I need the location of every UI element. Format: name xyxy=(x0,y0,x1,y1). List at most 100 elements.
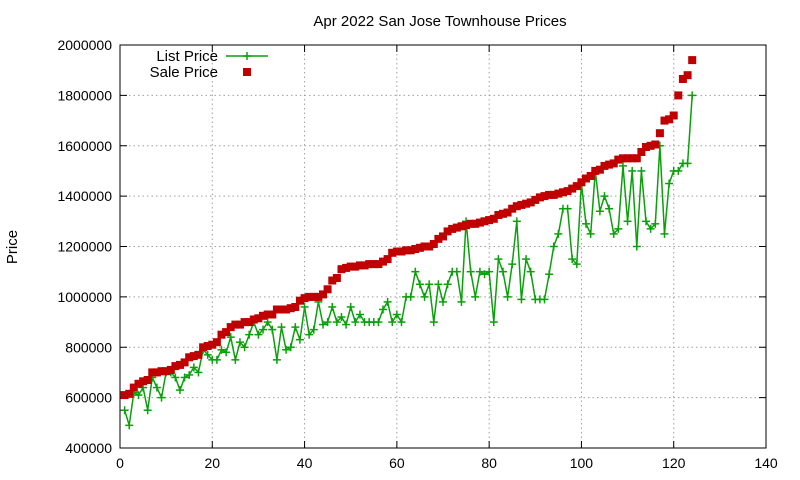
data-point-list-price xyxy=(143,406,152,415)
data-point-list-price xyxy=(268,325,277,334)
data-point-sale-price xyxy=(642,143,650,151)
plot-series xyxy=(120,56,697,430)
data-point-sale-price xyxy=(360,261,369,270)
data-point-sale-price xyxy=(180,358,189,367)
data-point-sale-price xyxy=(411,245,420,253)
data-point-sale-price xyxy=(171,362,180,371)
chart-title: Apr 2022 San Jose Townhouse Prices xyxy=(313,13,566,30)
data-point-list-price xyxy=(319,320,328,329)
data-point-sale-price xyxy=(660,116,669,125)
data-point-sale-price xyxy=(651,140,660,149)
data-point-list-price xyxy=(379,305,388,314)
data-point-list-price xyxy=(397,318,406,327)
data-point-sale-price xyxy=(517,200,526,209)
data-point-sale-price xyxy=(614,155,623,164)
data-point-sale-price xyxy=(249,315,258,324)
data-point-sale-price xyxy=(609,159,618,168)
y-tick-label: 2000000 xyxy=(57,37,112,53)
data-point-list-price xyxy=(554,229,563,238)
data-point-sale-price xyxy=(374,260,383,269)
data-point-sale-price xyxy=(503,208,512,217)
data-point-list-price xyxy=(457,297,466,306)
data-point-sale-price xyxy=(282,305,291,314)
data-point-list-price xyxy=(646,224,655,233)
data-point-sale-price xyxy=(194,350,203,359)
data-point-sale-price xyxy=(148,368,157,377)
data-point-list-price xyxy=(632,242,641,251)
data-point-list-price xyxy=(374,318,383,327)
data-point-sale-price xyxy=(212,338,221,347)
data-point-sale-price xyxy=(448,224,457,233)
data-point-sale-price xyxy=(512,202,521,211)
data-point-list-price xyxy=(342,320,351,329)
data-point-sale-price xyxy=(646,141,655,150)
x-tick-label: 0 xyxy=(116,455,124,471)
data-point-sale-price xyxy=(134,379,143,388)
series-list-price xyxy=(120,91,697,430)
data-point-sale-price xyxy=(420,242,429,251)
data-point-list-price xyxy=(452,267,461,276)
data-point-sale-price xyxy=(572,182,581,191)
data-point-sale-price xyxy=(157,367,166,376)
data-point-list-price xyxy=(582,219,591,228)
data-point-sale-price xyxy=(526,198,535,207)
data-point-sale-price xyxy=(485,216,494,225)
data-point-list-price xyxy=(406,292,415,301)
data-point-sale-price xyxy=(203,342,212,350)
x-tick-label: 120 xyxy=(662,455,686,471)
data-point-list-price xyxy=(337,313,346,322)
data-point-sale-price xyxy=(439,232,447,241)
data-point-list-price xyxy=(568,255,577,264)
data-point-list-price xyxy=(323,318,332,327)
data-point-list-price xyxy=(272,355,281,364)
data-point-list-price xyxy=(388,318,397,327)
data-point-list-price xyxy=(623,217,632,226)
data-point-list-price xyxy=(415,280,424,289)
data-point-list-price xyxy=(383,297,392,306)
data-point-sale-price xyxy=(291,303,300,311)
data-point-list-price xyxy=(434,280,443,289)
y-tick-label: 1400000 xyxy=(57,188,112,204)
data-point-list-price xyxy=(300,302,309,311)
data-point-sale-price xyxy=(595,165,604,174)
data-point-list-price xyxy=(411,267,420,276)
data-point-list-price xyxy=(688,91,697,100)
x-tick-label: 40 xyxy=(297,455,313,471)
data-point-list-price xyxy=(134,391,143,400)
data-point-sale-price xyxy=(309,292,318,301)
data-point-sale-price xyxy=(559,188,567,197)
data-point-list-price xyxy=(605,204,614,213)
data-point-list-price xyxy=(203,350,212,359)
data-point-sale-price xyxy=(480,217,489,226)
data-point-list-price xyxy=(549,242,558,251)
data-point-list-price xyxy=(642,217,651,226)
data-point-sale-price xyxy=(125,389,134,398)
data-point-sale-price xyxy=(236,320,244,329)
data-point-sale-price xyxy=(300,294,309,303)
data-point-sale-price xyxy=(296,296,304,305)
data-point-list-price xyxy=(512,217,521,226)
data-point-sale-price xyxy=(199,343,208,352)
plot-frame xyxy=(119,44,767,449)
data-point-sale-price xyxy=(332,274,341,282)
data-point-list-price xyxy=(259,325,268,334)
data-point-sale-price xyxy=(369,260,378,269)
data-point-sale-price xyxy=(222,328,231,337)
data-point-list-price xyxy=(157,393,166,402)
data-point-sale-price xyxy=(471,219,480,228)
data-point-list-price xyxy=(355,310,364,319)
data-point-list-price xyxy=(235,338,244,347)
data-point-list-price xyxy=(660,229,669,238)
data-point-sale-price xyxy=(563,187,572,196)
series-line-list-price xyxy=(123,95,693,427)
data-point-list-price xyxy=(572,260,581,269)
data-point-sale-price xyxy=(402,246,411,255)
data-point-sale-price xyxy=(319,290,327,299)
data-point-list-price xyxy=(498,267,507,276)
data-point-list-price xyxy=(295,335,304,344)
data-point-sale-price xyxy=(337,265,346,274)
data-point-sale-price xyxy=(545,190,554,199)
data-point-sale-price xyxy=(683,71,692,80)
data-point-sale-price xyxy=(535,193,544,202)
